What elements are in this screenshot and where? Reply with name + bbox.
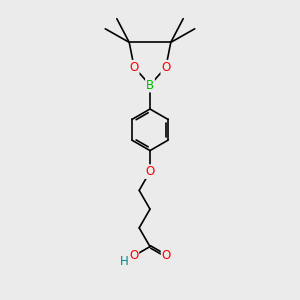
Text: O: O bbox=[130, 61, 139, 74]
Text: O: O bbox=[129, 250, 138, 262]
Text: O: O bbox=[146, 165, 154, 178]
Text: B: B bbox=[146, 79, 154, 92]
Text: O: O bbox=[161, 61, 170, 74]
Text: H: H bbox=[119, 255, 128, 268]
Text: O: O bbox=[162, 250, 171, 262]
